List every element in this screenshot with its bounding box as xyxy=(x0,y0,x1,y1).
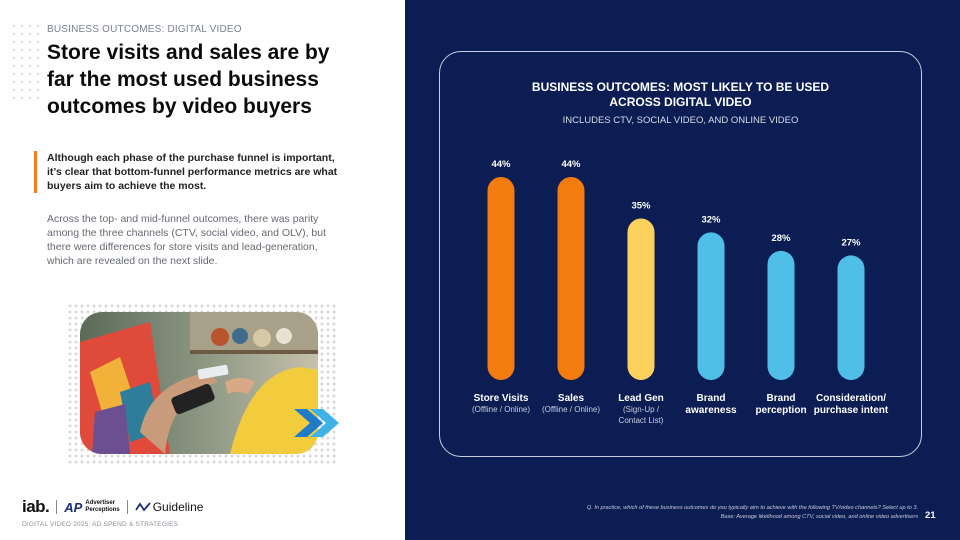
logo-divider xyxy=(126,500,128,514)
advertiser-perceptions-logo: AP Advertiser Perceptions xyxy=(64,500,119,515)
bar-4 xyxy=(767,250,795,380)
category-label-0-0: Store Visits xyxy=(474,393,529,404)
ap-mark-icon: AP xyxy=(64,499,83,515)
category-sublabel-1-0: (Offline / Online) xyxy=(542,405,600,414)
category-label-5-0: Consideration/ xyxy=(816,393,886,404)
store-payment-photo xyxy=(80,312,318,454)
bar-1 xyxy=(557,177,585,380)
value-label-3: 32% xyxy=(701,214,721,225)
guideline-logo: Guideline xyxy=(134,500,204,514)
iab-logo: iab. xyxy=(22,497,50,516)
lead-paragraph: Although each phase of the purchase funn… xyxy=(47,152,338,192)
report-footer: DIGITAL VIDEO 2025: AD SPEND & STRATEGIE… xyxy=(22,521,179,528)
chevron-arrows-icon xyxy=(294,409,339,437)
dot-pattern xyxy=(10,22,40,102)
chart-subtitle: INCLUDES CTV, SOCIAL VIDEO, AND ONLINE V… xyxy=(562,115,799,126)
chart-title-line1: BUSINESS OUTCOMES: MOST LIKELY TO BE USE… xyxy=(531,80,830,94)
value-label-4: 28% xyxy=(771,233,791,244)
value-label-5: 27% xyxy=(841,237,861,248)
partner-logos: iab. AP Advertiser Perceptions Guideline xyxy=(22,497,204,516)
bar-3 xyxy=(697,232,725,380)
bar-5 xyxy=(837,255,865,380)
bar-2 xyxy=(627,218,655,380)
logo-divider xyxy=(56,500,58,514)
guideline-label: Guideline xyxy=(152,500,204,514)
category-label-3-0: Brand xyxy=(697,393,726,404)
value-label-1: 44% xyxy=(561,159,581,170)
category-label-5-1: purchase intent xyxy=(814,405,889,416)
category-label-3-1: awareness xyxy=(685,405,737,416)
category-label-1-0: Sales xyxy=(558,393,585,404)
accent-bar xyxy=(34,151,37,193)
slide-headline: Store visits and sales are by far the mo… xyxy=(47,41,330,118)
footnote-base: Base: Average likelihood among CTV, soci… xyxy=(720,514,918,520)
footnote-question: Q. In practice, which of these business … xyxy=(586,505,918,511)
bar-chart: 44%Store Visits(Offline / Online)44%Sale… xyxy=(472,159,889,425)
body-paragraph: Across the top- and mid-funnel outcomes,… xyxy=(47,213,326,267)
category-label-2-0: Lead Gen xyxy=(618,393,664,404)
category-sublabel-2-1: Contact List) xyxy=(619,416,664,425)
chart-title: BUSINESS OUTCOMES: MOST LIKELY TO BE USE… xyxy=(439,80,922,110)
chart-card xyxy=(439,51,922,457)
guideline-wave-icon xyxy=(134,502,151,512)
page-number: 21 xyxy=(925,510,936,521)
category-label-4-0: Brand xyxy=(767,393,796,404)
chart-title-line2: ACROSS DIGITAL VIDEO xyxy=(609,95,752,109)
ap-line2: Perceptions xyxy=(85,507,120,513)
ap-line1: Advertiser xyxy=(85,500,116,506)
value-label-0: 44% xyxy=(491,159,511,170)
category-sublabel-0-0: (Offline / Online) xyxy=(472,405,530,414)
survey-footnote: Q. In practice, which of these business … xyxy=(470,504,918,522)
value-label-2: 35% xyxy=(631,201,651,212)
category-label-4-1: perception xyxy=(755,405,806,416)
bar-0 xyxy=(487,177,515,380)
category-sublabel-2-0: (Sign-Up / xyxy=(623,405,660,414)
section-kicker: BUSINESS OUTCOMES: DIGITAL VIDEO xyxy=(47,24,242,35)
left-panel: BUSINESS OUTCOMES: DIGITAL VIDEO Store v… xyxy=(0,0,405,540)
